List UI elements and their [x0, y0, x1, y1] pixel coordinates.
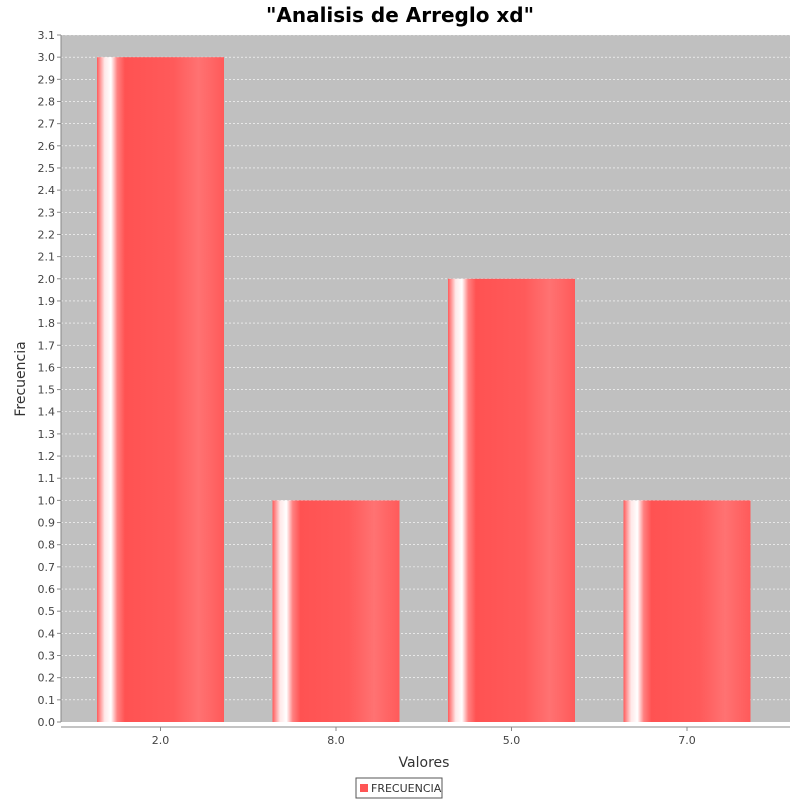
y-tick-label: 2.8	[38, 95, 56, 108]
bar	[448, 278, 575, 722]
y-tick-label: 2.3	[38, 206, 56, 219]
y-tick-label: 1.3	[38, 428, 56, 441]
y-axis-label: Frecuencia	[13, 341, 29, 416]
x-tick-label: 2.0	[152, 734, 170, 747]
x-axis-ticks: 2.0 8.0 5.0 7.0	[152, 727, 696, 747]
y-tick-label: 2.4	[38, 184, 56, 197]
y-tick-label: 2.2	[38, 228, 56, 241]
y-tick-label: 1.5	[38, 384, 56, 397]
y-tick-label: 0.2	[38, 672, 56, 685]
y-tick-label: 1.7	[38, 339, 56, 352]
legend-label: FRECUENCIA	[371, 782, 442, 795]
y-tick-label: 1.1	[38, 472, 56, 485]
x-tick-label: 5.0	[503, 734, 521, 747]
y-axis-ticks: 0.0 0.1 0.2 0.3 0.4 0.5 0.6 0.7 0.8 0.9 1.0 1.1 1.2 1…	[38, 29, 61, 729]
y-tick-label: 0.6	[38, 583, 56, 596]
legend-swatch	[360, 784, 368, 792]
y-tick-label: 1.6	[38, 361, 56, 374]
y-tick-label: 2.5	[38, 162, 56, 175]
y-tick-label: 0.8	[38, 539, 56, 552]
y-tick-label: 1.9	[38, 295, 56, 308]
y-tick-label: 0.0	[38, 716, 56, 729]
y-tick-label: 2.1	[38, 251, 56, 264]
y-tick-label: 0.1	[38, 694, 56, 707]
legend-box	[355, 777, 443, 799]
y-tick-label: 0.7	[38, 561, 56, 574]
bar	[623, 500, 751, 722]
y-tick-label: 2.7	[38, 118, 56, 131]
bar	[97, 57, 224, 722]
y-tick-label: 2.0	[38, 273, 56, 286]
y-tick-label: 0.4	[38, 627, 56, 640]
legend: FRECUENCIA	[355, 777, 443, 799]
y-tick-label: 0.5	[38, 605, 56, 618]
x-tick-label: 7.0	[678, 734, 696, 747]
y-tick-label: 2.6	[38, 140, 56, 153]
y-tick-label: 3.0	[38, 51, 56, 64]
y-tick-label: 0.3	[38, 650, 56, 663]
bars	[97, 57, 751, 722]
y-tick-label: 1.8	[38, 317, 56, 330]
y-tick-label: 1.0	[38, 494, 56, 507]
x-tick-label: 8.0	[327, 734, 345, 747]
y-tick-label: 1.2	[38, 450, 56, 463]
chart-title: "Analisis de Arreglo xd"	[266, 3, 534, 27]
x-axis-label: Valores	[399, 755, 450, 771]
y-tick-label: 2.9	[38, 73, 56, 86]
y-tick-label: 3.1	[38, 29, 56, 42]
y-tick-label: 1.4	[38, 406, 56, 419]
y-tick-label: 0.9	[38, 517, 56, 530]
bar	[272, 500, 400, 722]
